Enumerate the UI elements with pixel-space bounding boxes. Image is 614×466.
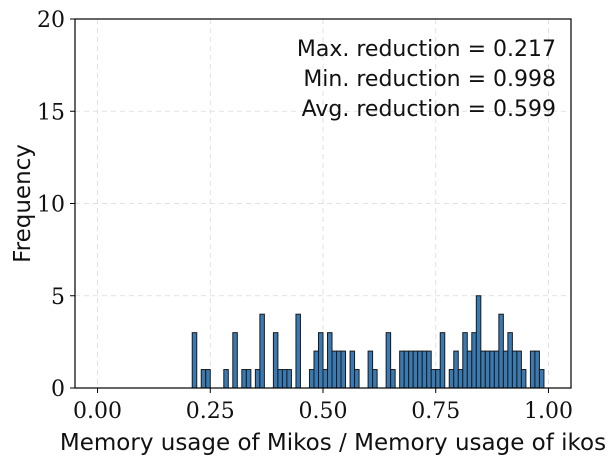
x-tick-label: 0.25 [186,399,235,424]
y-tick-label: 10 [37,193,65,218]
histogram-bar [367,350,374,389]
histogram-bar [223,369,229,389]
histogram-bar [200,369,207,389]
histogram-bar [340,350,347,389]
histogram-bar [385,332,392,389]
x-axis-label: Memory usage of Mikos / Memory usage of … [60,430,606,456]
histogram-bar [448,369,455,389]
histogram-bar [475,295,482,389]
annotation-avg-reduction: Avg. reduction = 0.599 [302,97,556,122]
annotation-box: Max. reduction = 0.217 Min. reduction = … [297,37,556,122]
histogram-bar [511,350,518,389]
histogram-bar [502,350,509,389]
histogram-bar [439,332,446,389]
histogram-bar [529,350,536,389]
histogram-bar [272,332,279,389]
histogram-bar [241,369,247,389]
histogram-bar [498,313,504,389]
histogram-bar [286,369,292,389]
histogram-bar [408,350,414,389]
histogram-bar [489,350,495,389]
histogram-bar [516,350,522,389]
histogram-bar [277,369,283,389]
histogram-bar [308,369,315,389]
histogram-bar [426,350,432,389]
x-tick-label: 0.50 [299,399,348,424]
histogram-bar [507,332,513,389]
x-axis-ticks: 0.00 0.25 0.50 0.75 1.00 [73,388,573,424]
histogram-bar [254,369,261,389]
histogram-bar [471,332,477,389]
annotation-min-reduction: Min. reduction = 0.998 [303,67,556,92]
histogram-bar [520,369,527,389]
histogram-bar [484,350,491,389]
histogram-bar [322,369,329,389]
histogram-bar [534,350,540,389]
histogram-bars [191,295,545,389]
y-axis-label: Frequency [10,144,36,263]
histogram-bar [205,369,211,389]
histogram-bar [493,350,500,389]
histogram-bar [435,369,441,389]
y-tick-label: 20 [37,8,65,33]
histogram-bar [281,369,288,389]
histogram-bar [480,350,486,389]
y-tick-label: 15 [37,100,65,125]
histogram-bar [245,369,252,389]
histogram-bar [412,350,419,389]
histogram-bar [295,313,301,389]
histogram-bar [538,369,545,389]
histogram-bar [372,369,378,389]
x-tick-label: 0.75 [411,399,460,424]
y-axis-ticks: 0 5 10 15 20 [37,8,75,402]
histogram-bar [317,332,324,389]
histogram-bar [421,350,428,389]
y-tick-label: 5 [51,285,65,310]
x-tick-label: 0.00 [73,399,122,424]
y-tick-label: 0 [51,377,65,402]
histogram-bar [259,313,265,389]
histogram-bar [403,350,410,389]
histogram-bar [430,369,437,389]
histogram-bar [399,350,405,389]
histogram-bar [349,350,356,389]
annotation-max-reduction: Max. reduction = 0.217 [297,37,556,62]
histogram-bar [232,332,238,389]
histogram-bar [327,332,333,389]
histogram-bar [313,350,319,389]
histogram-bar [417,350,423,389]
histogram-bar [462,332,468,389]
histogram-bar [390,369,396,389]
histogram-bar [457,369,464,389]
histogram-bar [331,350,338,389]
histogram-bar [453,350,459,389]
x-tick-label: 1.00 [524,399,573,424]
histogram-bar [466,350,473,389]
histogram-bar [354,369,360,389]
histogram-bar [191,332,198,389]
histogram-bar [336,350,342,389]
